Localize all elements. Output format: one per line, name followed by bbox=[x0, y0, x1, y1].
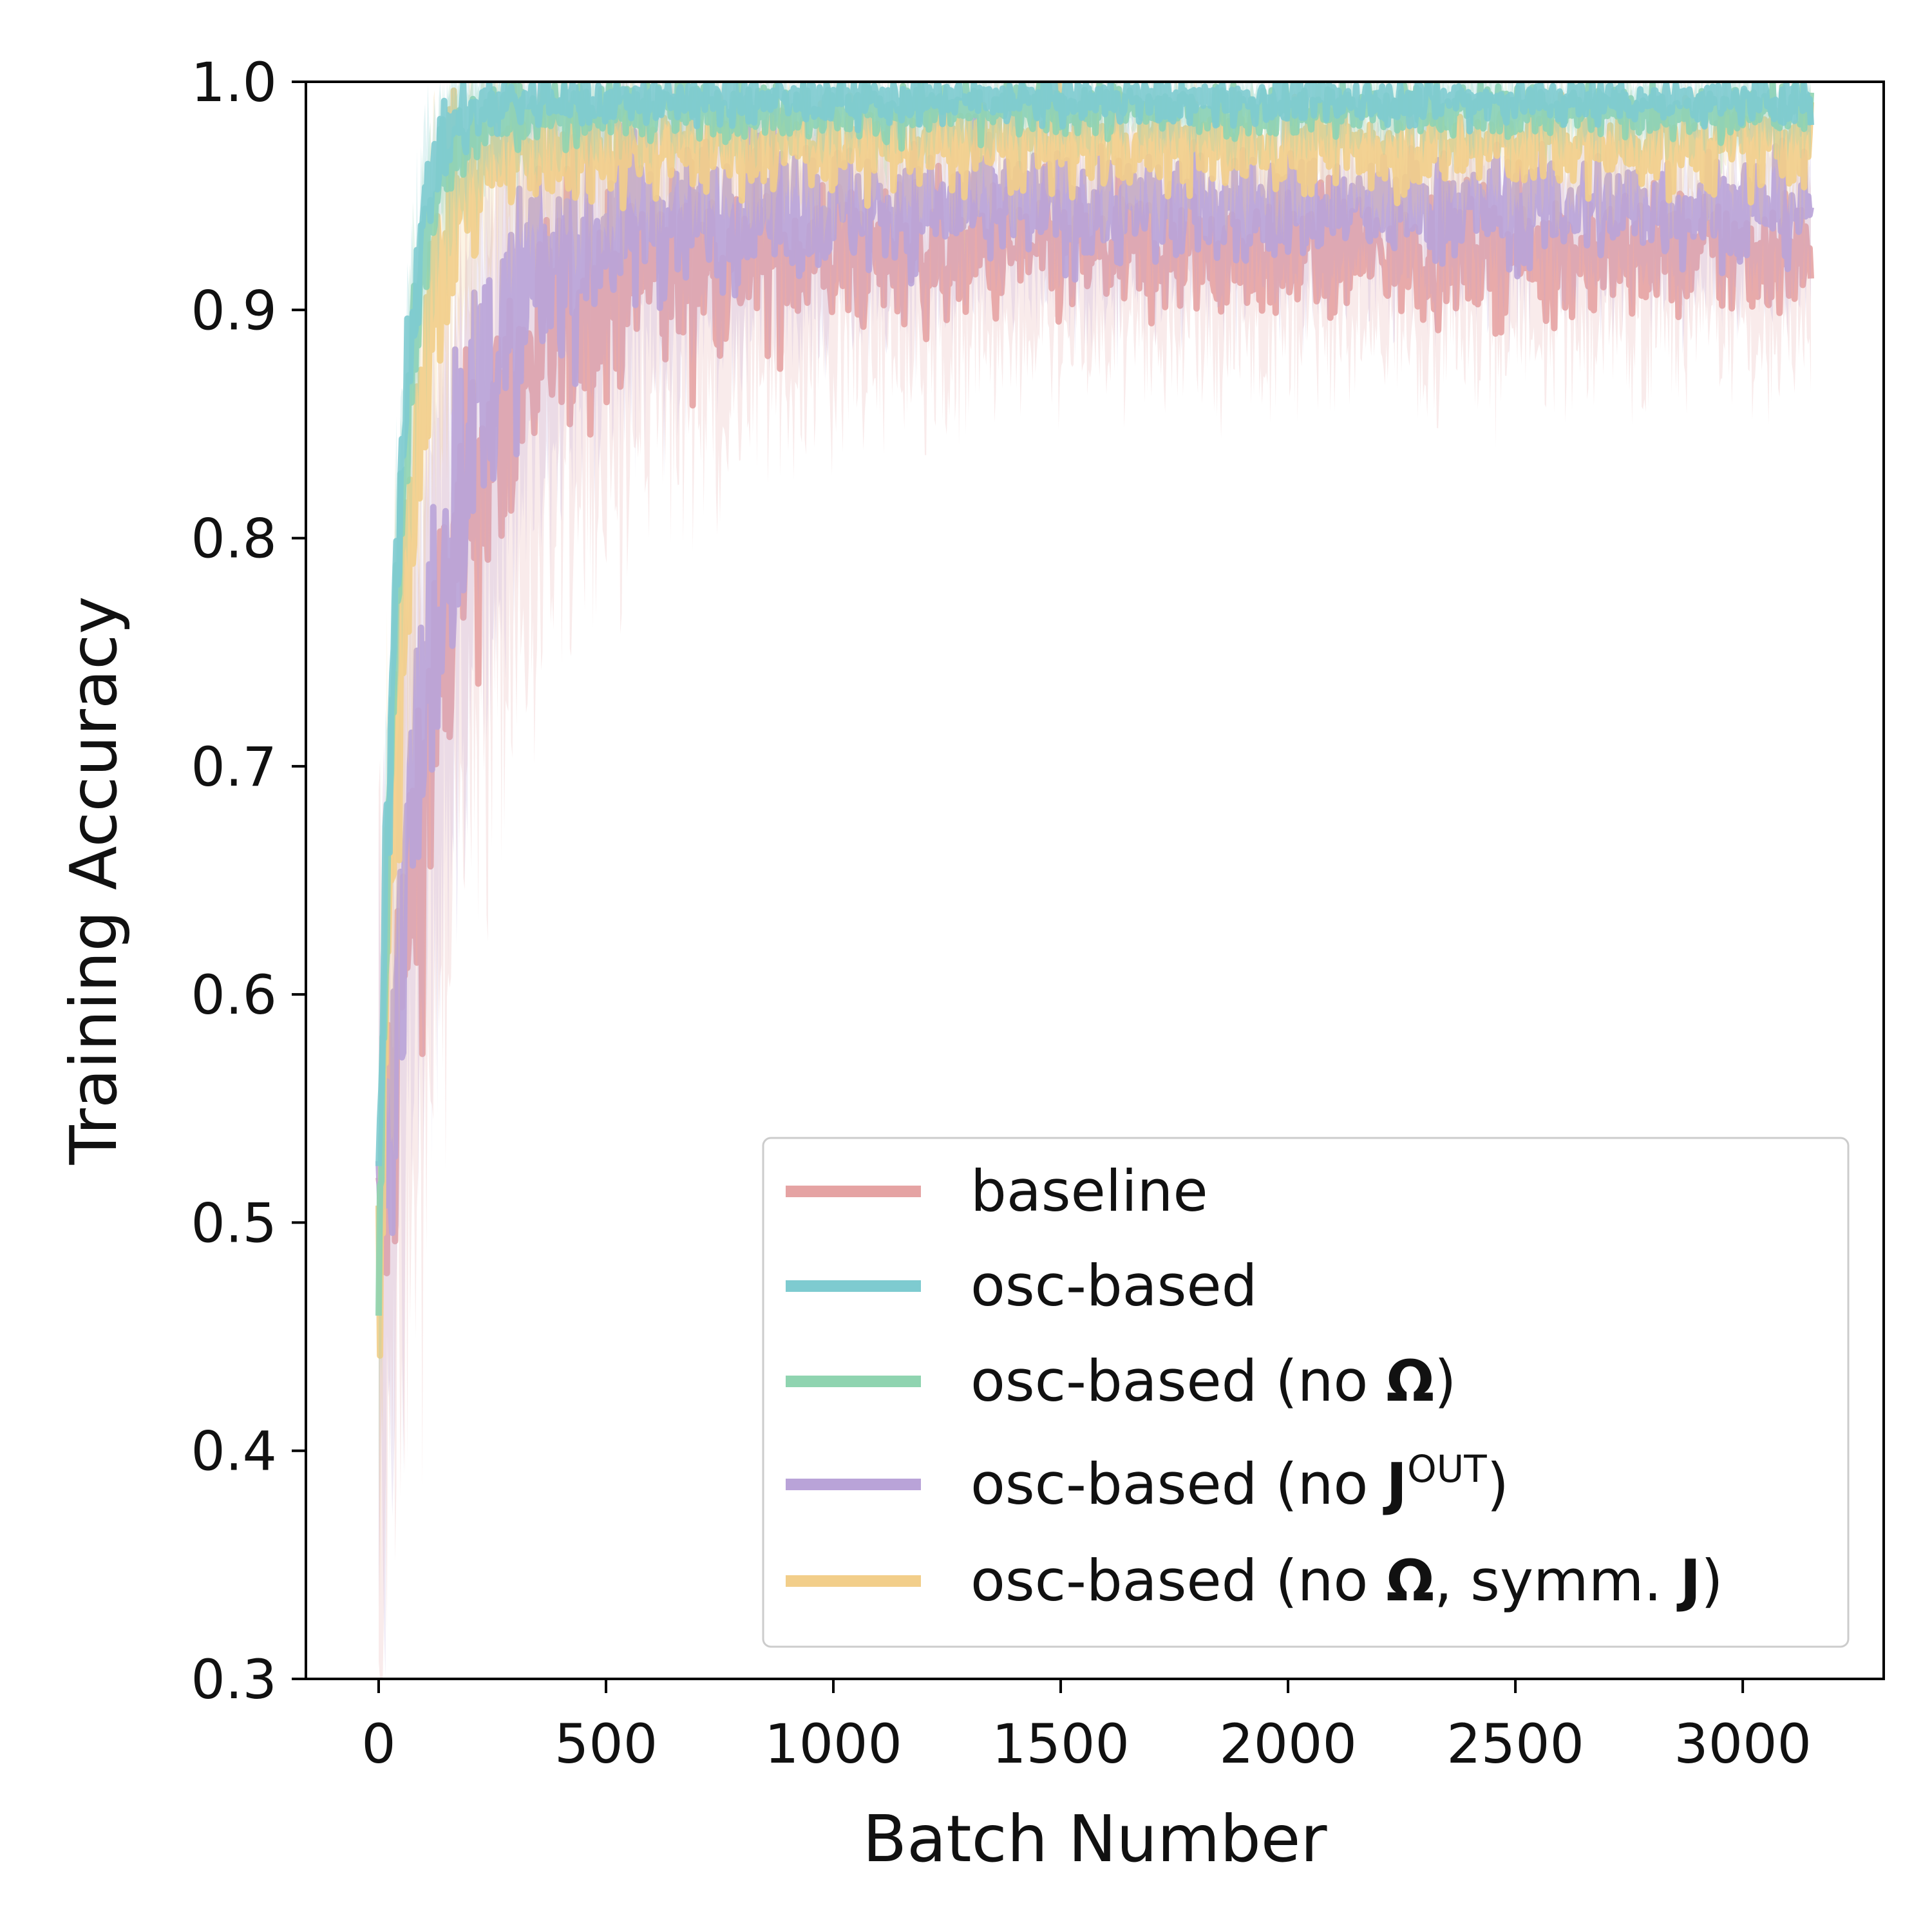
y-tick-label: 0.5 bbox=[191, 1191, 277, 1255]
series-osc-based bbox=[375, 82, 1814, 1260]
y-axis-label: Training Accuracy bbox=[56, 596, 131, 1166]
x-tick-label: 1000 bbox=[764, 1712, 902, 1776]
line-baseline bbox=[375, 140, 1814, 1276]
y-tick-label: 1.0 bbox=[191, 51, 277, 114]
x-tick-label: 0 bbox=[361, 1712, 395, 1776]
x-axis-label: Batch Number bbox=[863, 1801, 1328, 1877]
legend: baseline osc-based osc-based (no Ω) osc-… bbox=[762, 1137, 1850, 1648]
line-osc-based-no-j-out bbox=[375, 104, 1814, 1236]
legend-label-baseline: baseline bbox=[971, 1158, 1208, 1224]
x-tick-label: 3000 bbox=[1674, 1712, 1812, 1776]
y-axis: 0.3 0.4 0.5 0.6 0.7 0.8 0.9 1.0 bbox=[191, 51, 306, 1711]
line-osc-based bbox=[375, 82, 1814, 1166]
y-tick-label: 0.3 bbox=[191, 1648, 277, 1711]
plot-frame bbox=[305, 80, 1885, 1680]
series-osc-based-no-j-out bbox=[375, 82, 1814, 1678]
legend-label-osc-based-no-omega-symm-j: osc-based (no Ω, symm. J) bbox=[971, 1548, 1723, 1614]
x-tick-label: 2000 bbox=[1219, 1712, 1357, 1776]
y-tick-label: 0.9 bbox=[191, 279, 277, 342]
plot-area bbox=[375, 82, 1814, 1679]
x-tick-label: 500 bbox=[554, 1712, 658, 1776]
legend-label-osc-based-no-jout: osc-based (no JOUT) bbox=[971, 1447, 1509, 1517]
x-tick-label: 2500 bbox=[1446, 1712, 1584, 1776]
y-tick-label: 0.6 bbox=[191, 963, 277, 1027]
legend-label-osc-based: osc-based bbox=[971, 1253, 1257, 1319]
y-tick-label: 0.7 bbox=[191, 735, 277, 799]
x-tick-label: 1500 bbox=[992, 1712, 1130, 1776]
y-tick-label: 0.8 bbox=[191, 507, 277, 571]
y-tick-label: 0.4 bbox=[191, 1420, 277, 1483]
x-axis: 0 500 1000 1500 2000 2500 3000 bbox=[361, 1679, 1812, 1776]
legend-frame bbox=[762, 1137, 1850, 1648]
legend-label-osc-based-no-omega: osc-based (no Ω) bbox=[971, 1348, 1457, 1414]
